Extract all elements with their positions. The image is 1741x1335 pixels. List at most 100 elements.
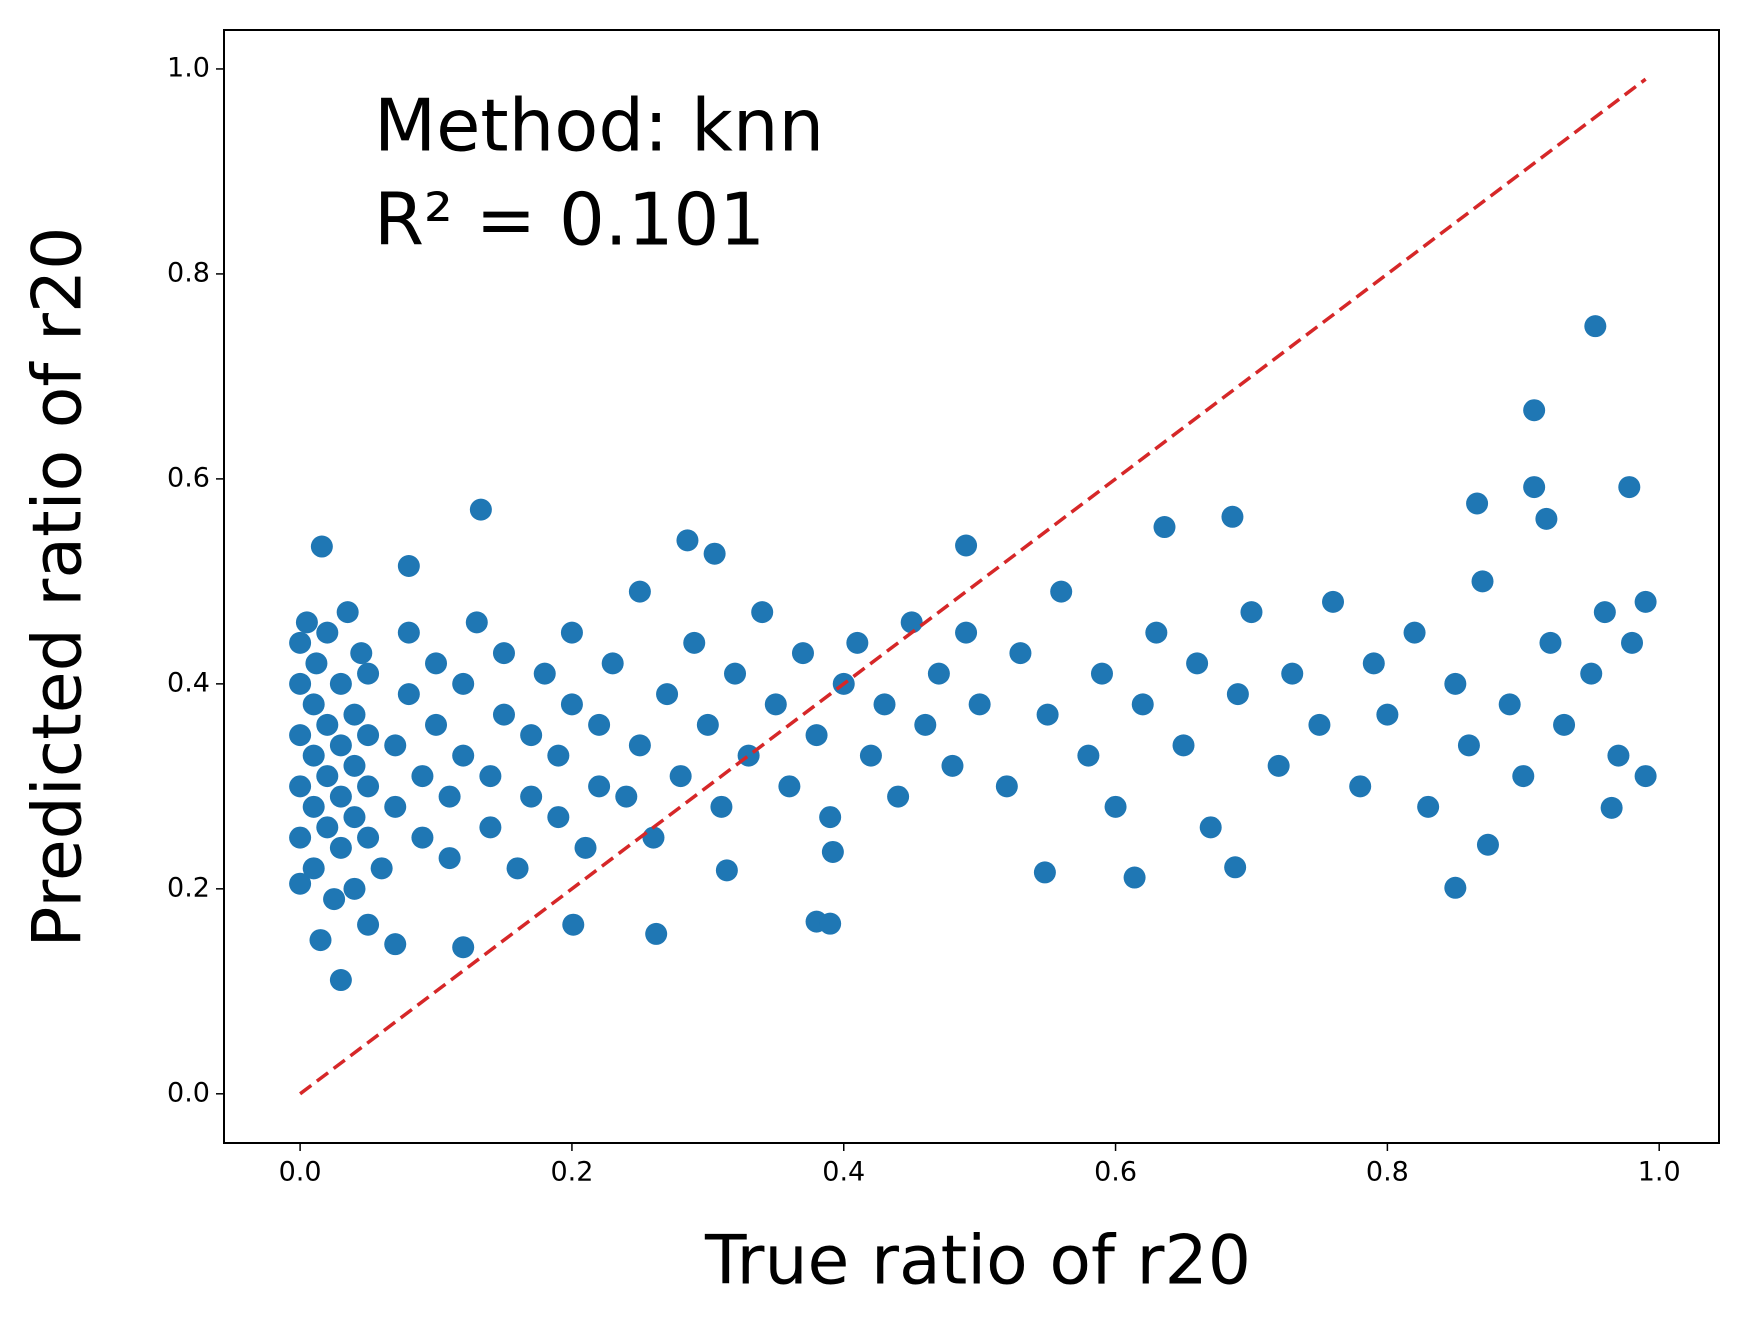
scatter-point — [574, 836, 597, 859]
scatter-point — [357, 913, 380, 936]
scatter-point — [588, 713, 611, 736]
x-tick-label: 0.4 — [822, 1157, 865, 1188]
scatter-point — [452, 936, 475, 959]
scatter-point — [547, 744, 570, 767]
annotation: Method: knn — [374, 84, 824, 168]
scatter-point — [384, 795, 407, 818]
scatter-point — [397, 683, 420, 706]
scatter-point — [357, 662, 380, 685]
scatter-point — [791, 642, 814, 665]
scatter-point — [1186, 652, 1209, 675]
scatter-point — [1376, 703, 1399, 726]
reference-line — [299, 77, 1647, 1096]
scatter-point — [547, 806, 570, 829]
scatter-point — [1145, 621, 1168, 644]
scatter-point — [1050, 580, 1073, 603]
scatter-point — [384, 933, 407, 956]
scatter-point — [1172, 734, 1195, 757]
scatter-point — [1403, 621, 1426, 644]
scatter-point — [343, 703, 366, 726]
scatter-point — [683, 631, 706, 654]
scatter-point — [302, 857, 325, 880]
scatter-point — [329, 836, 352, 859]
scatter-point — [1131, 693, 1154, 716]
scatter-point — [329, 734, 352, 757]
scatter-point — [289, 724, 312, 747]
scatter-point — [520, 724, 543, 747]
scatter-point — [588, 775, 611, 798]
scatter-point — [316, 765, 339, 788]
scatter-point — [357, 826, 380, 849]
scatter-point — [1036, 703, 1059, 726]
y-tick-label: 0.6 — [167, 462, 210, 493]
scatter-point — [1199, 816, 1222, 839]
scatter-point — [1523, 399, 1546, 422]
scatter-point — [533, 662, 556, 685]
scatter-point — [995, 775, 1018, 798]
scatter-point — [645, 922, 668, 945]
annotation: R² = 0.101 — [374, 178, 765, 262]
x-axis-label: True ratio of r20 — [704, 1222, 1251, 1301]
scatter-point — [425, 713, 448, 736]
scatter-point — [819, 912, 842, 935]
scatter-point — [329, 672, 352, 695]
scatter-point — [506, 857, 529, 880]
scatter-point — [469, 498, 492, 521]
scatter-point — [289, 631, 312, 654]
scatter-point — [1466, 492, 1489, 515]
scatter-point — [628, 734, 651, 757]
scatter-point — [343, 806, 366, 829]
scatter-point — [724, 662, 747, 685]
scatter-point — [289, 672, 312, 695]
scatter-point — [397, 621, 420, 644]
scatter-point — [316, 621, 339, 644]
scatter-point — [562, 913, 585, 936]
scatter-point — [452, 672, 475, 695]
scatter-point — [846, 631, 869, 654]
x-tick-label: 0.6 — [1094, 1157, 1137, 1188]
x-tick-label: 0.0 — [279, 1157, 322, 1188]
scatter-point — [1221, 505, 1244, 528]
scatter-point — [310, 535, 333, 558]
y-tick-label: 0.4 — [167, 667, 210, 698]
scatter-point — [411, 826, 434, 849]
scatter-point — [370, 857, 393, 880]
scatter-point — [873, 693, 896, 716]
scatter-point — [397, 555, 420, 578]
y-tick-label: 0.2 — [167, 872, 210, 903]
scatter-point — [1498, 693, 1521, 716]
scatter-point — [1634, 765, 1657, 788]
scatter-point — [859, 744, 882, 767]
scatter-point — [560, 621, 583, 644]
scatter-point — [1267, 754, 1290, 777]
scatter-point — [927, 662, 950, 685]
scatter-point — [438, 847, 461, 870]
scatter-point — [1033, 861, 1056, 884]
scatter-point — [669, 765, 692, 788]
scatter-point — [1593, 601, 1616, 624]
scatter-point — [628, 580, 651, 603]
scatter-point — [615, 785, 638, 808]
scatter-point — [1621, 631, 1644, 654]
scatter-point — [1476, 833, 1499, 856]
scatter-point — [1553, 713, 1576, 736]
scatter-point — [479, 765, 502, 788]
scatter-point — [309, 929, 332, 952]
scatter-point — [520, 785, 543, 808]
scatter-point — [289, 872, 312, 895]
scatter-point — [1308, 713, 1331, 736]
scatter-point — [1580, 662, 1603, 685]
scatter-point — [302, 744, 325, 767]
scatter-point — [479, 816, 502, 839]
scatter-point — [703, 542, 726, 565]
scatter-point — [1077, 744, 1100, 767]
scatter-point — [1444, 672, 1467, 695]
scatter-point — [1417, 795, 1440, 818]
x-tick-label: 0.2 — [550, 1157, 593, 1188]
scatter-point — [343, 877, 366, 900]
scatter-point — [710, 795, 733, 818]
scatter-point — [492, 703, 515, 726]
scatter-point — [900, 611, 923, 634]
scatter-point — [764, 693, 787, 716]
scatter-point — [676, 529, 699, 552]
